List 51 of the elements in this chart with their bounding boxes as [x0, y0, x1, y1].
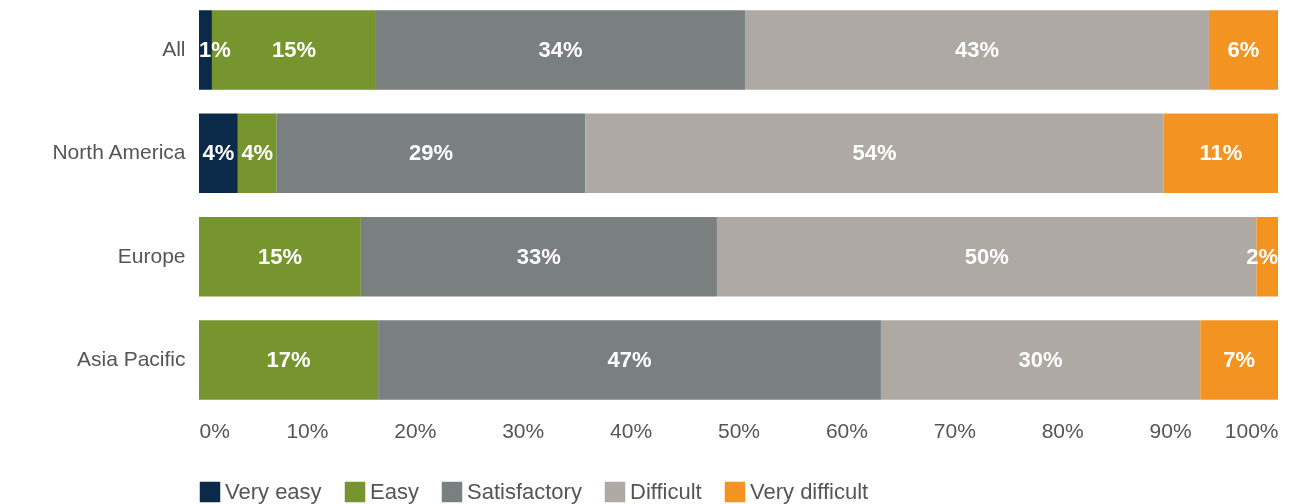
data-label: 30%	[1018, 346, 1063, 372]
x-tick-label: 70%	[933, 418, 976, 442]
bar	[237, 113, 277, 194]
y-tick-label: Asia Pacific	[76, 346, 186, 370]
data-label: 17%	[266, 346, 311, 372]
x-tick-label: 100%	[1224, 418, 1279, 442]
data-label: 34%	[538, 37, 583, 63]
x-tick-label: 20%	[394, 418, 437, 442]
bar	[360, 216, 717, 297]
x-tick-label: 80%	[1041, 418, 1084, 442]
data-label: 1%	[199, 37, 231, 63]
legend-label: Difficult	[630, 479, 702, 504]
legend-label: Easy	[370, 479, 419, 504]
data-label: 54%	[852, 140, 897, 166]
data-label: 7%	[1223, 346, 1256, 372]
data-label: 4%	[202, 140, 235, 166]
x-tick-label: 60%	[825, 418, 868, 442]
bar	[276, 113, 586, 194]
bar	[744, 10, 1209, 90]
bar	[378, 320, 881, 400]
bar	[880, 320, 1201, 400]
bar	[1163, 113, 1278, 194]
bar	[1208, 10, 1278, 90]
data-label: 15%	[257, 243, 302, 269]
data-label: 50%	[964, 243, 1009, 269]
y-tick-label: Europe	[117, 243, 186, 267]
bar	[1200, 320, 1278, 400]
bar	[199, 216, 361, 297]
data-label: 15%	[271, 37, 316, 63]
legend-label: Satisfactory	[467, 479, 582, 504]
y-tick-label: North America	[52, 140, 186, 164]
x-tick-label: 90%	[1149, 418, 1192, 442]
data-label: 11%	[1199, 140, 1243, 166]
data-label: 33%	[516, 243, 561, 269]
x-tick-label: 50%	[717, 418, 761, 442]
x-tick-label: 30%	[502, 418, 545, 442]
data-label: 47%	[607, 346, 652, 372]
legend-label: Very difficult	[750, 479, 869, 504]
x-tick-label: 40%	[610, 418, 653, 442]
legend-label: Very easy	[225, 479, 322, 504]
data-label: 43%	[954, 37, 999, 63]
data-label: 6%	[1227, 37, 1260, 63]
bar	[375, 10, 745, 90]
bar	[199, 320, 379, 400]
bar	[199, 113, 238, 194]
bar	[585, 113, 1164, 194]
y-tick-label: All	[162, 37, 186, 61]
data-label: 29%	[408, 140, 454, 166]
x-tick-label: 10%	[286, 418, 329, 442]
x-tick-label: 0%	[199, 418, 230, 442]
data-label: 4%	[241, 140, 274, 166]
